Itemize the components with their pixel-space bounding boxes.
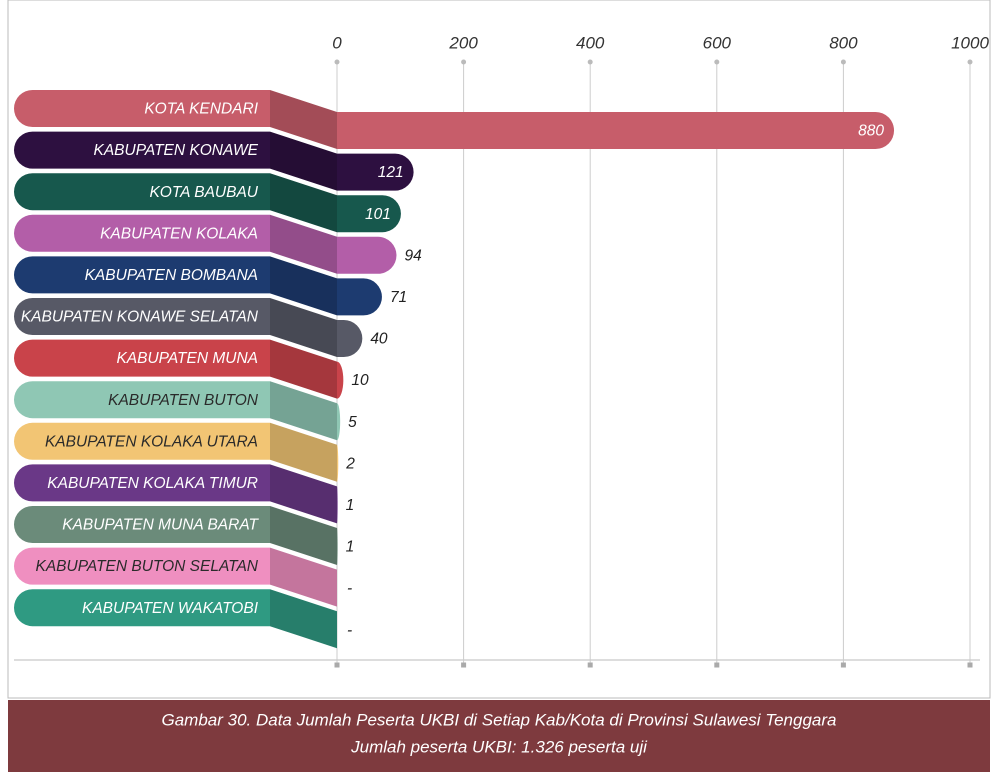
tick-dot: [714, 59, 720, 65]
category-label: KABUPATEN BUTON: [108, 392, 259, 409]
label-pill: [14, 131, 270, 169]
label-pill: [14, 506, 270, 543]
label-connector: [270, 381, 337, 441]
label-connector: [270, 90, 337, 149]
category-label: KABUPATEN MUNA: [116, 350, 258, 367]
value-label: 5: [348, 414, 357, 431]
category-label: KABUPATEN KOLAKA UTARA: [45, 433, 258, 450]
label-connector: [270, 214, 337, 274]
bar: [337, 195, 401, 233]
tick-dot: [334, 59, 340, 65]
bar: [337, 320, 363, 357]
label-pill: [14, 339, 270, 377]
value-label: 121: [378, 164, 404, 181]
label-connector: [270, 589, 337, 649]
x-tick-label: 600: [703, 33, 732, 52]
tick-dot: [587, 59, 593, 65]
tick-mark: [334, 662, 340, 668]
value-label: -: [347, 622, 352, 639]
label-connector: [270, 464, 337, 524]
label-pill: [14, 422, 270, 460]
bar: [337, 236, 397, 274]
value-label: 1: [346, 497, 355, 514]
value-label: 880: [858, 123, 884, 140]
label-pill: [14, 173, 270, 211]
value-label: 101: [365, 206, 391, 223]
x-tick-label: 200: [448, 33, 478, 52]
category-label: KABUPATEN KONAWE: [93, 142, 258, 159]
label-pill: [14, 589, 270, 627]
tick-dot: [840, 59, 846, 65]
label-connector: [270, 506, 337, 565]
bar: [337, 278, 382, 316]
value-label: 71: [390, 289, 407, 306]
label-pill: [14, 547, 270, 585]
bar: [337, 403, 341, 441]
tick-dot: [967, 59, 973, 65]
category-label: KABUPATEN WAKATOBI: [82, 600, 259, 617]
tick-mark: [461, 662, 467, 668]
value-label: 40: [370, 331, 388, 348]
bar: [337, 486, 338, 524]
label-pill: [14, 464, 270, 502]
label-connector: [270, 339, 337, 399]
label-connector: [270, 173, 337, 233]
value-label: 94: [405, 247, 423, 264]
value-label: 10: [351, 372, 369, 389]
x-tick-label: 1000: [951, 33, 989, 52]
bar: [337, 361, 344, 399]
category-label: KABUPATEN MUNA BARAT: [62, 517, 259, 534]
bar: [337, 153, 414, 191]
category-label: KABUPATEN KOLAKA TIMUR: [47, 475, 258, 492]
x-tick-label: 800: [829, 33, 858, 52]
category-label: KABUPATEN KONAWE SELATAN: [21, 309, 259, 326]
value-label: 2: [345, 455, 355, 472]
label-connector: [270, 547, 337, 607]
category-label: KABUPATEN BUTON SELATAN: [35, 558, 258, 575]
value-label: 1: [346, 539, 355, 556]
caption-band: [8, 700, 990, 772]
category-label: KOTA BAUBAU: [149, 184, 258, 201]
label-pill: [14, 381, 270, 419]
tick-mark: [967, 662, 973, 668]
category-label: KABUPATEN BOMBANA: [85, 267, 258, 284]
label-pill: [14, 214, 270, 252]
x-tick-label: 0: [332, 33, 342, 52]
category-label: KOTA KENDARI: [144, 101, 258, 118]
label-pill: [14, 298, 270, 335]
label-pill: [14, 256, 270, 294]
chart-title: Gambar 30. Data Jumlah Peserta UKBI di S…: [161, 710, 836, 729]
label-connector: [270, 256, 337, 316]
bar: [337, 444, 339, 482]
label-connector: [270, 131, 337, 191]
bar: [337, 528, 338, 565]
label-connector: [270, 298, 337, 357]
label-pill: [14, 90, 270, 127]
label-connector: [270, 422, 337, 482]
tick-mark: [714, 662, 720, 668]
bar: [337, 112, 895, 149]
tick-mark: [840, 662, 846, 668]
chart-subtitle: Jumlah peserta UKBI: 1.326 peserta uji: [350, 737, 648, 756]
value-label: -: [347, 580, 352, 597]
tick-dot: [461, 59, 467, 65]
tick-mark: [587, 662, 593, 668]
category-label: KABUPATEN KOLAKA: [100, 225, 258, 242]
x-tick-label: 400: [576, 33, 605, 52]
